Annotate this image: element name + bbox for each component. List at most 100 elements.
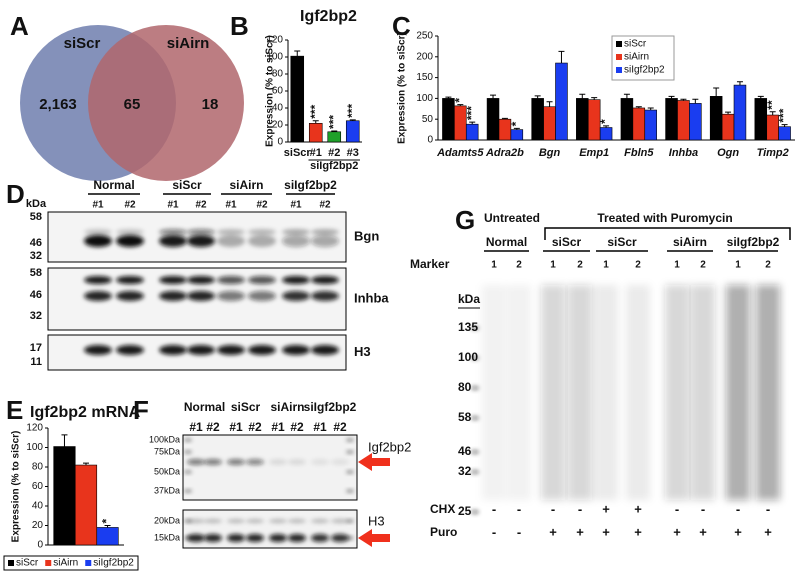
significance: * — [452, 98, 466, 103]
blot-band — [159, 229, 187, 235]
blot-band — [471, 416, 479, 420]
blot-band — [187, 235, 215, 247]
header-label: Treated with Puromycin — [597, 211, 732, 225]
marker-label: 20kDa — [154, 515, 180, 525]
blot-band — [84, 291, 112, 301]
blot-band — [311, 534, 329, 542]
error-bar — [312, 120, 319, 124]
lane-label: #2 — [256, 200, 268, 211]
blot-label: H3 — [354, 344, 371, 359]
y-tick-label: 40 — [272, 103, 284, 114]
blot-strip — [182, 434, 358, 501]
lane-label: 1 — [674, 260, 680, 271]
blot-band — [471, 356, 479, 360]
bar — [531, 98, 544, 141]
x-tick-label: #1 — [310, 147, 322, 159]
bar — [465, 123, 479, 141]
group-label: siScr — [552, 235, 582, 249]
bar — [709, 96, 723, 141]
lane-smear — [594, 285, 618, 500]
lane-label: 1 — [550, 260, 556, 271]
blot-band — [159, 276, 187, 284]
group-label: siScr — [172, 178, 202, 192]
lane-label: #2 — [290, 420, 304, 434]
marker-title: Marker — [410, 257, 450, 271]
marker-label: 32 — [30, 250, 42, 262]
blot-band — [184, 489, 192, 493]
group-label: siScr — [607, 235, 637, 249]
significance: ** — [765, 100, 779, 110]
group-label: siAirn — [673, 235, 707, 249]
bar — [778, 126, 791, 141]
blot-band — [282, 345, 310, 355]
condition-value: + — [634, 524, 642, 539]
marker-label: 46 — [30, 237, 42, 249]
lane-smear — [568, 285, 592, 500]
x-tick-label: Adra2b — [485, 147, 524, 159]
group-label: Normal — [486, 235, 527, 249]
panel-letter: E — [6, 395, 23, 425]
blot-band — [471, 470, 479, 474]
lane-smear — [541, 285, 565, 500]
venn-set — [88, 25, 244, 181]
blot-band — [227, 459, 245, 465]
group-label: siScr — [231, 400, 261, 414]
error-bar — [501, 117, 508, 120]
legend-label: siScr — [624, 39, 647, 50]
blot-band — [217, 276, 245, 284]
condition-value: - — [517, 501, 521, 516]
panel-letter: B — [230, 11, 249, 41]
panel-letter: C — [392, 11, 411, 41]
marker-label: 37kDa — [154, 485, 180, 495]
lane-smear — [726, 285, 750, 500]
blot-band — [184, 536, 192, 540]
marker-label: 100kDa — [149, 434, 180, 444]
legend-label: siAirn — [624, 52, 649, 63]
blot-band — [346, 536, 354, 540]
blot-band — [187, 345, 215, 355]
arrow — [358, 529, 390, 547]
error-bar — [457, 104, 464, 106]
y-tick-label: 20 — [272, 120, 284, 131]
y-axis-label: Expression (% to siScr) — [265, 35, 276, 147]
blot-band — [187, 459, 205, 465]
header-label: Untreated — [484, 211, 540, 225]
bar — [74, 464, 98, 546]
error-bar — [591, 97, 598, 100]
y-tick-label: 250 — [416, 31, 433, 42]
bar — [576, 98, 589, 141]
y-tick-label: 100 — [266, 52, 283, 63]
blot-band — [346, 519, 354, 523]
marker-label: 58 — [458, 410, 472, 424]
arrow — [358, 453, 390, 471]
blot-band — [331, 459, 349, 465]
blot-band — [84, 229, 112, 235]
lane-smear — [756, 285, 780, 500]
lane-label: #2 — [333, 420, 347, 434]
x-tick-label: Bgn — [539, 147, 561, 159]
lane-smear — [691, 285, 715, 500]
blot-band — [187, 276, 215, 284]
significance: * — [598, 119, 612, 124]
blot-band — [116, 345, 144, 355]
bar — [543, 106, 556, 141]
blot-band — [159, 291, 187, 301]
legend-label: siIgf2bp2 — [624, 65, 665, 76]
bar — [53, 446, 76, 546]
chart-title: Igf2bp2 — [300, 8, 357, 25]
blot-band — [346, 489, 354, 493]
error-bar — [349, 119, 356, 121]
lane-label: #1 — [225, 200, 237, 211]
significance: * — [509, 121, 523, 126]
blot-label: H3 — [368, 513, 385, 528]
error-bar — [647, 107, 654, 111]
blot-band — [184, 519, 192, 523]
blot-band — [187, 534, 205, 542]
x-tick-label: Adamts5 — [436, 147, 484, 159]
condition-value: + — [576, 524, 584, 539]
error-bar — [534, 95, 541, 99]
blot-band — [311, 229, 339, 235]
error-bar — [692, 98, 699, 104]
bar — [442, 98, 455, 141]
